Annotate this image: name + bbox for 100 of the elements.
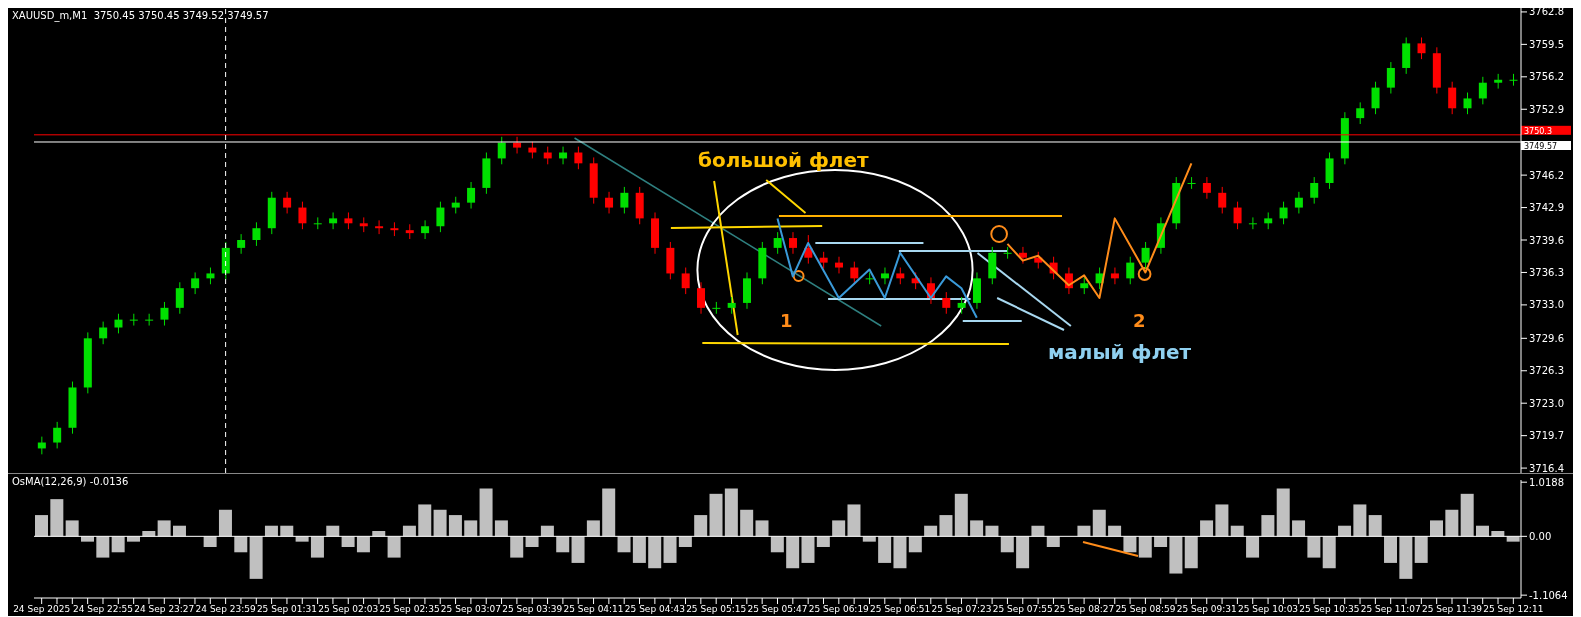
x-tick-label: 25 Sep 10:35: [1299, 604, 1360, 615]
bar: [586, 520, 600, 537]
candlestick: [298, 201, 307, 230]
bar: [694, 515, 708, 537]
candlestick: [175, 281, 184, 315]
y-tick-label: 3759.5: [1529, 38, 1564, 50]
candlestick: [313, 216, 322, 230]
y-tick-label: 3746.2: [1529, 169, 1564, 181]
candlestick: [160, 301, 169, 327]
bar: [65, 520, 79, 537]
bar: [1046, 536, 1060, 547]
x-tick-label: 25 Sep 02:35: [379, 604, 440, 615]
chart-title: OsMA(12,26,9) -0.0136: [12, 476, 129, 487]
y-tick-label: 3762.8: [1529, 6, 1564, 18]
candlestick: [1279, 201, 1288, 225]
bar: [126, 536, 140, 542]
bar: [1292, 520, 1306, 537]
candlestick: [942, 291, 951, 315]
y-tick-label: 3756.2: [1529, 71, 1564, 83]
bar: [1184, 536, 1198, 569]
x-tick-label: 25 Sep 12:11: [1483, 604, 1544, 615]
candlestick: [1310, 176, 1319, 205]
bar: [1138, 536, 1152, 558]
x-tick-label: 25 Sep 05:47: [747, 604, 808, 615]
y-tick-label: 0.00: [1529, 530, 1552, 542]
x-tick-label: 25 Sep 08:59: [1115, 604, 1176, 615]
bar: [1154, 536, 1168, 547]
bar: [1399, 536, 1413, 579]
bar: [172, 525, 186, 537]
bar: [203, 536, 217, 547]
x-tick-label: 25 Sep 06:51: [870, 604, 931, 615]
bar: [1016, 536, 1030, 569]
bar: [1031, 525, 1045, 537]
candlestick: [497, 136, 506, 165]
candlestick: [834, 256, 843, 274]
bar: [1200, 520, 1214, 537]
bar: [755, 520, 769, 537]
y-tick-label: 3723.0: [1529, 397, 1564, 409]
candlestick: [436, 201, 445, 233]
candlestick: [1018, 246, 1027, 265]
bar: [1169, 536, 1183, 574]
bar: [510, 536, 524, 558]
bar: [985, 525, 999, 537]
y-tick-label: 3733.0: [1529, 299, 1564, 311]
x-tick-label: 25 Sep 07:55: [992, 604, 1053, 615]
candlestick: [1509, 73, 1518, 87]
bar: [96, 536, 110, 558]
bar: [924, 525, 938, 537]
bar: [740, 509, 754, 537]
y-tick-label: 3752.9: [1529, 103, 1564, 115]
bar: [218, 509, 232, 537]
bar: [372, 531, 386, 537]
bar: [770, 536, 784, 553]
candlestick: [1126, 256, 1135, 285]
bar: [50, 499, 64, 537]
bar: [295, 536, 309, 542]
bar: [494, 520, 508, 537]
x-tick-label: 25 Sep 04:43: [624, 604, 685, 615]
candlestick: [1218, 186, 1227, 214]
y-tick-label: 3742.9: [1529, 202, 1564, 214]
bar: [893, 536, 907, 569]
x-tick-label: 24 Sep 23:59: [195, 604, 256, 615]
bar: [1230, 525, 1244, 537]
bar: [1476, 525, 1490, 537]
x-tick-label: 25 Sep 08:27: [1054, 604, 1115, 615]
x-tick-label: 25 Sep 07:23: [931, 604, 992, 615]
bar: [1261, 515, 1275, 537]
candlestick: [114, 313, 123, 334]
bar: [970, 520, 984, 537]
bar: [356, 536, 370, 553]
candlestick: [467, 181, 476, 210]
bar: [678, 536, 692, 547]
bar: [464, 520, 478, 537]
annotation: большой флет: [698, 148, 869, 172]
bar: [448, 515, 462, 537]
bar: [1307, 536, 1321, 558]
bar: [878, 536, 892, 563]
candlestick: [53, 421, 62, 449]
candlestick: [1110, 267, 1119, 285]
bar: [525, 536, 539, 547]
candlestick: [1478, 76, 1487, 105]
x-tick-label: 25 Sep 11:07: [1360, 604, 1421, 615]
annotation: малый флет: [1048, 340, 1192, 364]
bar: [1092, 509, 1106, 537]
bar: [632, 536, 646, 563]
bar: [1430, 520, 1444, 537]
bar: [786, 536, 800, 569]
bar: [540, 525, 554, 537]
bar: [602, 488, 616, 537]
y-tick-label: 1.0188: [1529, 476, 1564, 488]
bar: [142, 531, 156, 537]
bar: [1276, 488, 1290, 537]
x-tick-label: 24 Sep 23:27: [134, 604, 195, 615]
candlestick: [1248, 216, 1257, 230]
bar: [1414, 536, 1428, 563]
bar: [617, 536, 631, 553]
bar: [234, 536, 248, 553]
bar: [249, 536, 263, 579]
bar: [310, 536, 324, 558]
candlestick: [421, 219, 430, 240]
